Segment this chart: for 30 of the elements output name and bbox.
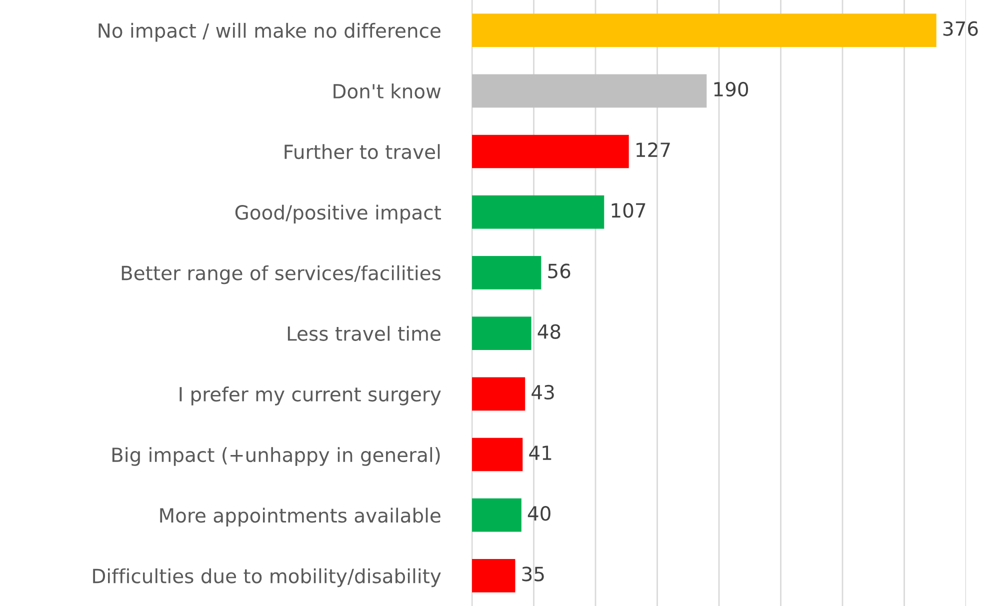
data-label: 127 [636, 142, 670, 157]
bar [472, 559, 516, 592]
y-tick-label: Better range of services/facilities [122, 265, 440, 284]
y-tick-label: I prefer my current surgery [180, 386, 441, 406]
data-label: 40 [528, 506, 550, 521]
data-label: 43 [532, 384, 554, 400]
y-tick-label: Big impact (+unhappy in general) [112, 447, 440, 466]
data-label: 35 [522, 566, 544, 582]
bar [472, 498, 522, 532]
bar [472, 377, 526, 411]
data-label: 48 [538, 324, 560, 339]
bar [472, 256, 542, 290]
y-tick-label: Good/positive impact [235, 204, 441, 224]
y-tick-label: No impact / will make no difference [98, 22, 440, 42]
data-label: 56 [548, 264, 570, 278]
bar [472, 74, 707, 108]
bar [472, 316, 532, 350]
bar [472, 134, 629, 168]
data-label: 376 [943, 21, 978, 36]
y-tick-label: Difficulties due to mobility/disability [93, 568, 441, 588]
bar [472, 438, 523, 472]
data-label: 190 [714, 82, 748, 97]
y-tick-label: Further to travel [284, 144, 440, 160]
y-tick-label: Don't know [334, 84, 441, 99]
y-tick-label: More appointments available [160, 508, 440, 527]
bar [472, 195, 604, 229]
y-tick-label: Less travel time [288, 326, 440, 341]
data-label: 41 [529, 446, 552, 460]
data-label: 107 [612, 203, 646, 218]
bar [472, 14, 936, 47]
